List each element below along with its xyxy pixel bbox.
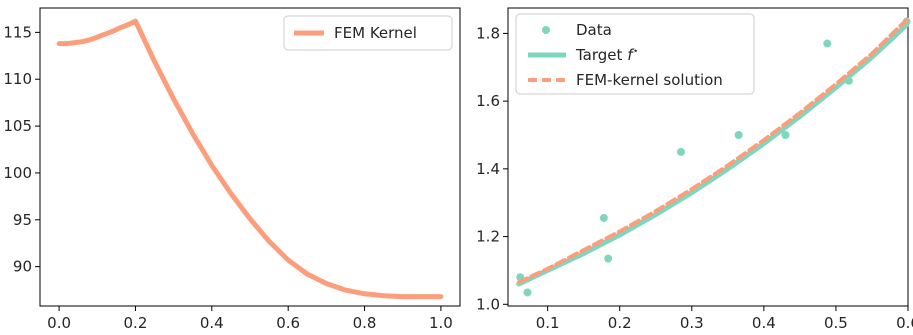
right-data-point [734,130,743,139]
left-legend: FEM Kernel [283,15,453,51]
left-series-fem-kernel-line [56,18,444,300]
right-y-tick-label: 1.4 [476,160,500,178]
right-data-point [823,39,832,48]
left-x-tick-label: 0.2 [124,314,148,332]
right-legend-label-data: Data [576,21,612,39]
left-y-tick-label: 100 [3,164,32,182]
left-y-tick-label: 95 [13,211,32,229]
right-x-tick-label: 0.1 [536,314,560,332]
left-x-axis: 0.0 0.2 0.4 0.6 0.8 1.0 [47,306,453,332]
left-legend-label-fem-kernel: FEM Kernel [334,24,417,42]
left-y-tick-label: 90 [13,258,32,276]
left-series-layer [56,18,444,300]
left-legend-box [283,15,453,51]
right-legend-label-target-text: Target [575,46,627,64]
right-y-tick-label: 1.2 [476,228,500,246]
right-y-tick-label: 1.6 [476,92,500,110]
right-y-tick-label: 1.8 [476,24,500,42]
right-legend-label-target: Target f⋆ [575,46,639,64]
right-legend-label-target-sup: ⋆ [632,46,638,57]
right-x-tick-label: 0.6 [896,314,913,332]
right-x-tick-label: 0.3 [680,314,704,332]
left-x-tick-label: 0.6 [276,314,300,332]
right-x-axis: 0.1 0.2 0.3 0.4 0.5 0.6 [536,306,913,332]
left-chart: 0.0 0.2 0.4 0.6 0.8 1.0 90 95 100 105 110 115 FEM … [3,7,461,332]
right-plot-area [507,7,909,307]
left-y-tick-label: 115 [3,23,32,41]
right-x-tick-label: 0.4 [752,314,776,332]
right-legend-swatch-data [542,26,550,34]
right-legend: Data Target f⋆ FEM-kernel solution [515,13,755,95]
right-y-axis: 1.0 1.2 1.4 1.6 1.8 [476,24,508,313]
left-plot-area [39,7,461,307]
right-series-fem-solution-line [516,17,909,285]
left-y-axis: 90 95 100 105 110 115 [3,23,40,276]
right-chart: 0.1 0.2 0.3 0.4 0.5 0.6 1.0 1.2 1.4 1.6 1.8 Data … [476,7,913,332]
left-y-tick-label: 110 [3,70,32,88]
right-series-layer [516,17,911,297]
right-data-point [781,130,790,139]
right-y-tick-label: 1.0 [476,295,500,313]
right-legend-label-fem: FEM-kernel solution [576,71,723,89]
right-legend-label-target-symbol: f [627,46,635,64]
right-legend-box [515,13,755,95]
left-x-tick-label: 0.0 [47,314,71,332]
left-y-tick-label: 105 [3,117,32,135]
left-x-tick-label: 1.0 [429,314,453,332]
left-x-tick-label: 0.4 [200,314,224,332]
left-x-tick-label: 0.8 [353,314,377,332]
right-x-tick-label: 0.2 [608,314,632,332]
right-series-target-line [516,22,910,287]
right-data-point [523,288,532,297]
right-data-point [604,254,613,263]
right-x-tick-label: 0.5 [824,314,848,332]
right-data-point [676,147,685,156]
right-data-point [599,213,608,222]
